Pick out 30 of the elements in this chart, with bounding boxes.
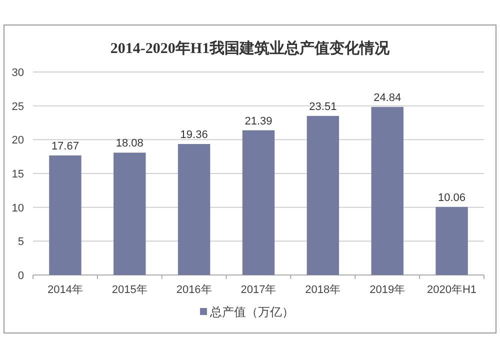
x-tick-label: 2017年 — [240, 284, 276, 296]
x-tick-label: 2015年 — [112, 284, 148, 296]
x-tick-label: 2014年 — [47, 284, 83, 296]
bar — [242, 130, 275, 275]
data-label: 24.84 — [374, 92, 402, 104]
x-tick-label: 2018年 — [305, 284, 341, 296]
x-tick-label: 2020年H1 — [427, 284, 477, 296]
bar — [371, 106, 404, 275]
y-tick-label: 20 — [12, 134, 24, 147]
y-tick-label: 10 — [12, 202, 24, 214]
y-tick-label: 30 — [12, 67, 24, 79]
data-label: 10.06 — [438, 192, 466, 204]
bar — [436, 206, 468, 275]
data-label: 17.67 — [51, 140, 79, 152]
data-label: 19.36 — [180, 128, 208, 141]
y-tick-label: 0 — [18, 270, 24, 282]
data-label: 21.39 — [244, 115, 272, 128]
x-tick-label: 2016年 — [176, 284, 212, 296]
bar — [49, 155, 82, 275]
chart-title: 2014-2020年H1我国建筑业总产值变化情况 — [110, 39, 391, 57]
bar — [114, 152, 146, 275]
y-tick-label: 15 — [12, 168, 24, 180]
data-label: 23.51 — [309, 100, 337, 113]
bar — [178, 144, 210, 275]
x-tick-label: 2019年 — [370, 284, 406, 296]
legend-label: 总产值（万亿） — [209, 305, 294, 319]
y-tick-label: 5 — [18, 236, 24, 248]
y-tick-label: 25 — [12, 100, 24, 113]
bar — [306, 116, 340, 275]
data-label: 18.08 — [116, 138, 144, 150]
